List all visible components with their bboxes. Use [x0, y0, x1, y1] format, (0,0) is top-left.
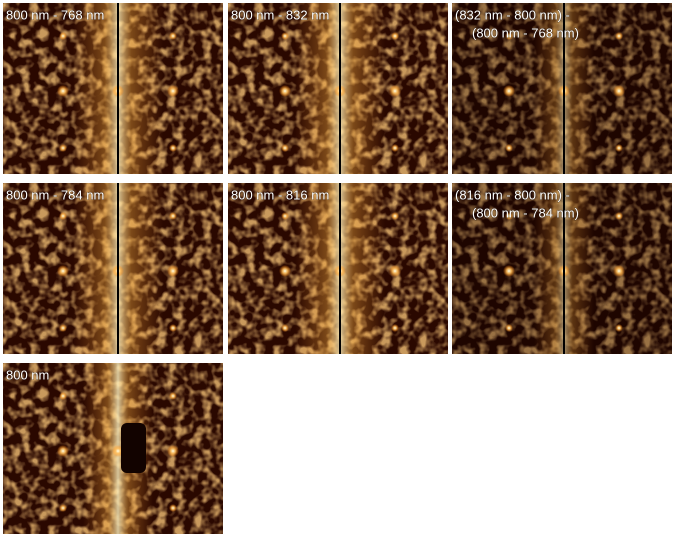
- diffraction-spot: [615, 32, 623, 40]
- diffraction-spot: [169, 392, 177, 400]
- diffraction-spot: [169, 504, 177, 512]
- diffraction-spot: [505, 324, 513, 332]
- diffraction-spot: [615, 324, 623, 332]
- diffraction-spot: [167, 85, 179, 97]
- diffraction-spot: [59, 212, 67, 220]
- panel-label: 800 nm - 832 nm: [231, 7, 329, 22]
- diffraction-spot: [59, 504, 67, 512]
- diffraction-spot: [59, 324, 67, 332]
- diffraction-spot: [281, 212, 289, 220]
- panel-label: (800 nm - 768 nm): [472, 25, 579, 40]
- image-panel: 800 nm - 784 nm: [3, 183, 223, 354]
- diffraction-spot: [505, 32, 513, 40]
- image-panel: 800 nm - 832 nm: [228, 3, 448, 174]
- diffraction-spot: [615, 144, 623, 152]
- image-panel: 800 nm: [3, 363, 223, 534]
- diffraction-spot: [391, 144, 399, 152]
- diffraction-spot: [613, 265, 625, 277]
- panel-label: (832 nm - 800 nm) -: [455, 7, 570, 22]
- diffraction-spot: [167, 445, 179, 457]
- image-panel: 800 nm - 768 nm: [3, 3, 223, 174]
- diffraction-spot: [505, 144, 513, 152]
- diffraction-spot: [613, 85, 625, 97]
- diffraction-spot: [389, 265, 401, 277]
- panel-label: 800 nm - 784 nm: [6, 187, 104, 202]
- panel-label: (816 nm - 800 nm) -: [455, 187, 570, 202]
- diffraction-spot: [279, 85, 291, 97]
- diffraction-spot: [503, 85, 515, 97]
- diffraction-spot: [59, 32, 67, 40]
- panel-label: 800 nm: [6, 367, 49, 382]
- diffraction-spot: [279, 265, 291, 277]
- diffraction-spot: [391, 324, 399, 332]
- diffraction-spot: [169, 144, 177, 152]
- diffraction-spot: [391, 32, 399, 40]
- diffraction-spot: [281, 324, 289, 332]
- diffraction-spot: [503, 265, 515, 277]
- diffraction-spot: [391, 212, 399, 220]
- image-panel: (832 nm - 800 nm) - (800 nm - 768 nm): [452, 3, 672, 174]
- image-panel: 800 nm - 816 nm: [228, 183, 448, 354]
- dark-block: [121, 423, 146, 473]
- diffraction-spot: [57, 85, 69, 97]
- diffraction-spot: [389, 85, 401, 97]
- diffraction-spot: [57, 265, 69, 277]
- diffraction-spot: [167, 265, 179, 277]
- diffraction-spot: [59, 144, 67, 152]
- panel-label: 800 nm - 816 nm: [231, 187, 329, 202]
- diffraction-spot: [57, 445, 69, 457]
- diffraction-spot: [59, 392, 67, 400]
- image-panel: (816 nm - 800 nm) - (800 nm - 784 nm): [452, 183, 672, 354]
- diffraction-spot: [169, 32, 177, 40]
- panel-label: 800 nm - 768 nm: [6, 7, 104, 22]
- diffraction-spot: [505, 212, 513, 220]
- diffraction-spot: [169, 212, 177, 220]
- panel-label: (800 nm - 784 nm): [472, 205, 579, 220]
- diffraction-spot: [615, 212, 623, 220]
- diffraction-spot: [281, 32, 289, 40]
- diffraction-spot: [169, 324, 177, 332]
- diffraction-spot: [281, 144, 289, 152]
